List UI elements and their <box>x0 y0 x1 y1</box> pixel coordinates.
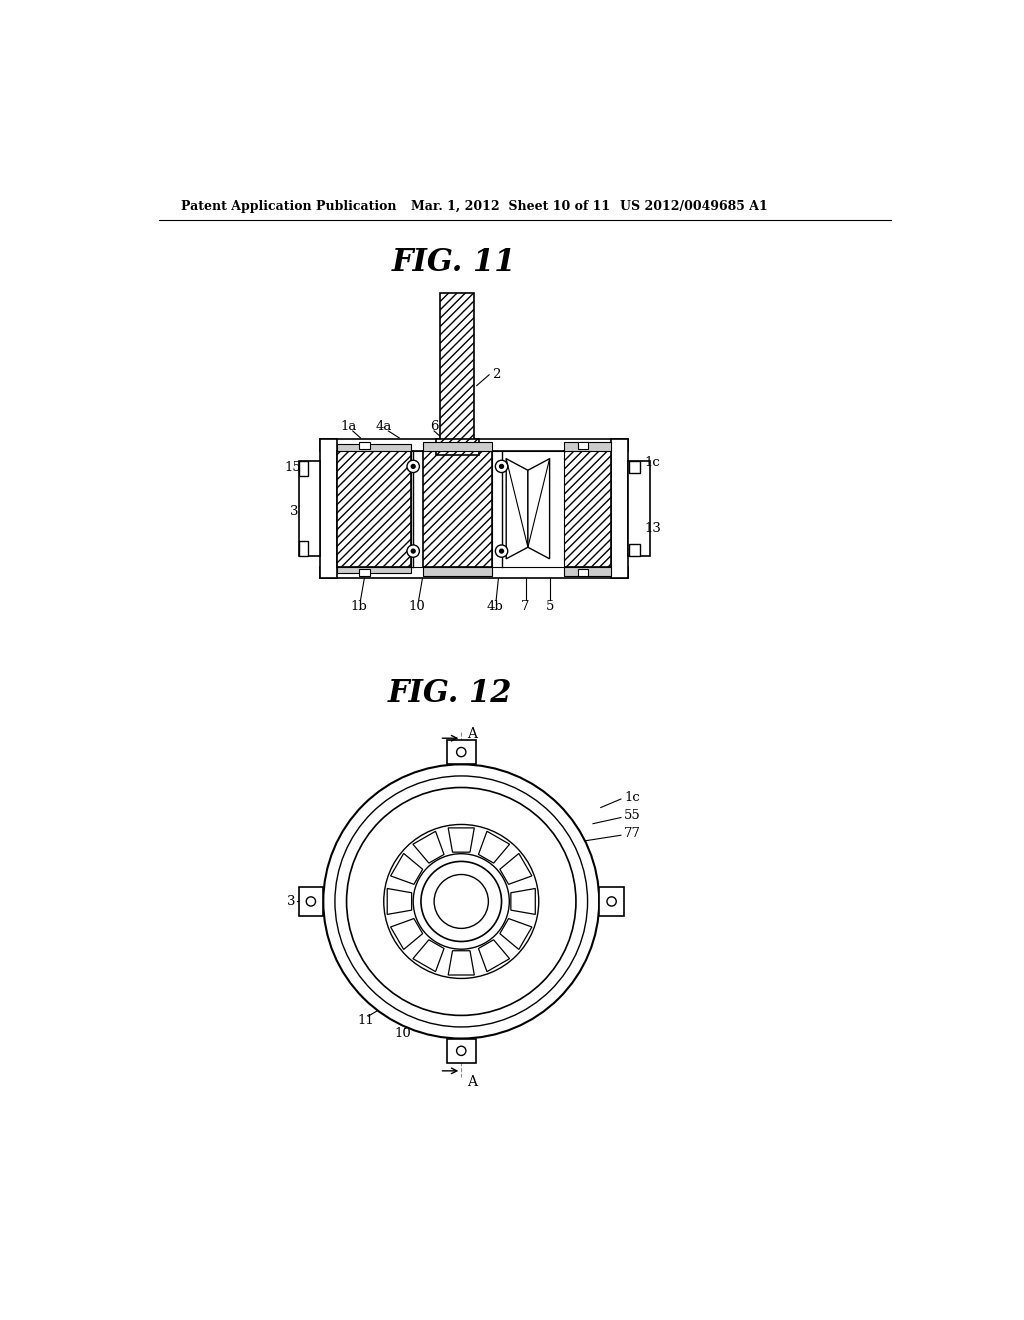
Circle shape <box>457 1047 466 1056</box>
Circle shape <box>335 776 588 1027</box>
Text: 4b: 4b <box>486 601 503 612</box>
Text: 11: 11 <box>357 1014 375 1027</box>
Circle shape <box>407 545 420 557</box>
Circle shape <box>457 747 466 756</box>
Bar <box>611 440 628 578</box>
Polygon shape <box>387 888 412 915</box>
Bar <box>564 442 611 451</box>
Bar <box>337 566 411 573</box>
Bar <box>321 440 628 451</box>
Bar <box>578 569 589 576</box>
Polygon shape <box>390 919 423 949</box>
Circle shape <box>407 461 420 473</box>
Polygon shape <box>478 832 510 863</box>
Bar <box>564 451 611 566</box>
Bar <box>440 293 474 451</box>
Polygon shape <box>511 888 536 915</box>
Circle shape <box>346 788 575 1015</box>
Bar <box>578 442 589 449</box>
Text: A: A <box>467 1074 477 1089</box>
Text: 13: 13 <box>644 521 662 535</box>
Text: Patent Application Publication: Patent Application Publication <box>180 199 396 213</box>
Text: 55: 55 <box>624 809 641 822</box>
Bar <box>599 887 624 916</box>
Bar <box>411 451 423 566</box>
Text: FIG. 12: FIG. 12 <box>387 678 512 709</box>
Bar <box>493 451 564 566</box>
Text: 4a: 4a <box>376 420 392 433</box>
Bar <box>359 442 370 449</box>
Text: 5: 5 <box>546 601 555 612</box>
Text: 1a: 1a <box>341 420 357 433</box>
Text: FIG. 11: FIG. 11 <box>391 247 516 277</box>
Bar <box>299 461 308 477</box>
Bar <box>337 444 411 451</box>
Circle shape <box>496 545 508 557</box>
Bar <box>299 887 324 916</box>
Polygon shape <box>506 459 528 558</box>
Bar <box>337 451 411 566</box>
Bar <box>423 566 493 576</box>
Polygon shape <box>413 940 444 972</box>
Circle shape <box>412 465 415 469</box>
Text: 1b: 1b <box>350 601 368 612</box>
Circle shape <box>500 465 504 469</box>
Bar <box>446 1039 476 1063</box>
Bar <box>321 440 337 578</box>
Text: 6: 6 <box>430 420 438 433</box>
Text: 10: 10 <box>394 1027 412 1040</box>
Text: 7: 7 <box>521 601 529 612</box>
Circle shape <box>500 549 504 553</box>
Text: 3: 3 <box>290 504 299 517</box>
Text: 10: 10 <box>409 601 425 612</box>
Bar <box>359 569 370 576</box>
Circle shape <box>421 862 502 941</box>
Text: 15: 15 <box>285 462 302 474</box>
Circle shape <box>412 549 415 553</box>
Text: Mar. 1, 2012  Sheet 10 of 11: Mar. 1, 2012 Sheet 10 of 11 <box>411 199 610 213</box>
Polygon shape <box>413 832 444 863</box>
Bar <box>299 541 308 557</box>
Bar <box>446 739 476 764</box>
Polygon shape <box>478 940 510 972</box>
Text: 2: 2 <box>493 367 501 380</box>
Bar <box>423 442 493 451</box>
Polygon shape <box>449 828 474 853</box>
Text: 1c: 1c <box>624 791 640 804</box>
Bar <box>435 440 479 455</box>
Bar <box>321 566 628 578</box>
Bar <box>630 461 640 474</box>
Polygon shape <box>500 854 531 884</box>
Circle shape <box>496 461 508 473</box>
Bar <box>628 461 649 557</box>
Text: A: A <box>467 726 477 741</box>
Text: 77: 77 <box>624 828 641 841</box>
Circle shape <box>306 896 315 906</box>
Polygon shape <box>449 950 474 975</box>
Text: 3: 3 <box>287 895 295 908</box>
Bar <box>423 451 493 566</box>
Polygon shape <box>528 459 550 558</box>
Polygon shape <box>390 854 423 884</box>
Circle shape <box>607 896 616 906</box>
Text: 1c: 1c <box>644 455 659 469</box>
Bar <box>299 461 321 557</box>
Bar <box>630 544 640 557</box>
Circle shape <box>434 875 488 928</box>
Circle shape <box>324 764 599 1039</box>
Polygon shape <box>500 919 531 949</box>
Circle shape <box>414 854 509 949</box>
Text: US 2012/0049685 A1: US 2012/0049685 A1 <box>621 199 768 213</box>
Circle shape <box>384 825 539 978</box>
Bar <box>564 566 611 576</box>
